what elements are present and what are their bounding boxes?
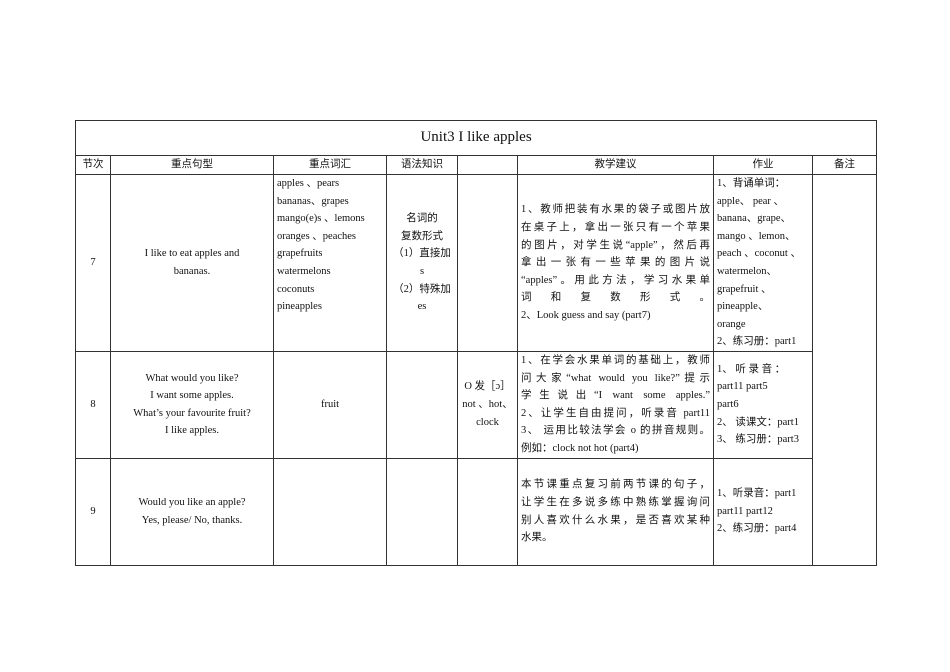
homework: 1、听录音：part1 part11 part12 2、练习册：part4 (713, 457, 813, 566)
text-line: 2、让学生自由提问，听录音 part11 (521, 407, 710, 419)
text-line: orange (717, 318, 746, 330)
text-line: 3、 运用比较法学会 o 的拼音规则。 (521, 425, 710, 437)
text-line: 的图片，对学生说“apple”，然后再 (521, 239, 710, 251)
text-line: What would you like? (145, 372, 239, 384)
text-line: 词和复数形式。 (521, 292, 710, 304)
header-vocabulary: 重点词汇 (273, 155, 387, 175)
page-title: Unit3 I like apples (74, 120, 878, 156)
text-line: bananas. (173, 265, 211, 277)
text-line: coconuts (277, 283, 315, 295)
text-line: 名词的 (406, 213, 438, 225)
text-line: part6 (717, 398, 739, 410)
text-line: 1、在学会水果单词的基础上，教师 (521, 354, 710, 366)
key-sentences: Would you like an apple? Yes, please/ No,… (110, 457, 274, 566)
grammar: 名词的复数形式 （1）直接加 s （2）特殊加 es (386, 174, 458, 352)
text-line: 2、Look guess and say (part7) (521, 309, 651, 321)
text-line: bananas、grapes (277, 195, 349, 207)
lesson-number: 7 (75, 174, 111, 352)
text-line: （2）特殊加 (393, 283, 451, 295)
text-line: What’s your favourite fruit? (133, 407, 251, 419)
lesson-number: 8 (75, 350, 111, 459)
text-line: es (417, 301, 427, 313)
text-line: pineapples (277, 301, 322, 313)
header-grammar: 语法知识 (386, 155, 458, 175)
grammar (386, 350, 458, 459)
text-line: O 发［ɔ］ (464, 381, 511, 393)
text-line: I want some apples. (150, 390, 234, 402)
header-lesson: 节次 (75, 155, 111, 175)
text-line: 2、 读课文：part1 (717, 416, 799, 428)
phonics (457, 174, 518, 352)
text-line: part11 part12 (717, 505, 773, 517)
text-line: （1）直接加 (393, 248, 451, 260)
lesson-plan-table: Unit3 I like apples 节次 重点句型 重点词汇 语法知识 教学… (74, 120, 878, 566)
text-line: 例如：clock not hot (part4) (521, 442, 639, 454)
table-row: 9 Would you like an apple? Yes, please/ N… (75, 457, 877, 566)
key-vocabulary (273, 457, 387, 566)
text-line: s (419, 265, 425, 277)
text-line: 1、背诵单词： (717, 178, 786, 189)
text-line: clock (476, 416, 499, 428)
key-vocabulary: fruit (273, 350, 387, 459)
header-remarks: 备注 (811, 155, 878, 175)
teaching-suggestions: 本节课重点复习前两节课的句子， 让学生在多说多练中熟练掌握询问 别人喜欢什么水果，是… (517, 457, 714, 566)
text-line: apples 、pears (277, 178, 340, 189)
text-line: Yes, please/ No, thanks. (141, 514, 243, 526)
text-line: watermelon、 (717, 265, 778, 277)
key-sentences: I like to eat apples and bananas. (110, 174, 274, 352)
text-line: 1、 听 录 音 ： (717, 363, 786, 375)
text-line: 在桌子上，拿出一张只有一个苹果 (521, 221, 710, 233)
text-line: grapefruits (277, 248, 323, 260)
text-line: 水果。 (521, 532, 553, 544)
text-line: 复数形式 (401, 230, 443, 242)
text-line: mango(e)s 、lemons (277, 213, 365, 225)
header-phonics (457, 155, 518, 175)
phonics: O 发［ɔ］ not 、hot、 clock (457, 350, 518, 459)
text-line: 问大家“what would you like?”提示 (521, 372, 710, 384)
grammar (386, 457, 458, 566)
header-sentences: 重点句型 (110, 155, 274, 175)
text-line: apple、 pear 、 (717, 195, 785, 207)
text-line: part11 part5 (717, 381, 768, 393)
text-line: 学生说出“I want some apples.” (521, 390, 710, 402)
remarks (811, 174, 878, 566)
text-line: 2、练习册：part4 (717, 523, 797, 535)
teaching-suggestions: 1、在学会水果单词的基础上，教师 问大家“what would you like?… (517, 350, 714, 459)
table-row: 8 What would you like? I want some apples… (75, 350, 877, 459)
header-suggestions: 教学建议 (517, 155, 714, 175)
text-line: 2、练习册：part1 (717, 336, 797, 348)
text-line: 别人喜欢什么水果，是否喜欢某种 (521, 514, 710, 526)
text-line: I like apples. (165, 425, 219, 437)
text-line: watermelons (277, 265, 331, 277)
text-line: 让学生在多说多练中熟练掌握询问 (521, 496, 710, 508)
text-line: banana、grape、 (717, 213, 792, 225)
text-line: 1、教师把装有水果的袋子或图片放 (521, 204, 710, 216)
homework: 1、 听 录 音 ： part11 part5 part6 2、 读课文：part1 3… (713, 350, 813, 459)
key-vocabulary: apples 、pears bananas、grapes mango(e)s 、le… (273, 174, 387, 352)
teaching-suggestions: 1、教师把装有水果的袋子或图片放 在桌子上，拿出一张只有一个苹果 的图片，对学生说“… (517, 174, 714, 352)
text-line: fruit (320, 398, 340, 410)
homework: 1、背诵单词： apple、 pear 、 banana、grape、 mango 、… (713, 174, 813, 352)
text-line: Would you like an apple? (138, 496, 246, 508)
text-line: 本节课重点复习前两节课的句子， (521, 479, 710, 491)
text-line: mango 、lemon、 (717, 230, 796, 242)
text-line: 拿出一张有一些苹果的图片说 (521, 257, 710, 269)
text-line: 1、听录音：part1 (717, 488, 797, 500)
phonics (457, 457, 518, 566)
lesson-number: 9 (75, 457, 111, 566)
text-line: I like to eat apples and (144, 248, 240, 260)
table-row: 7 I like to eat apples and bananas. apple… (75, 174, 878, 566)
text-line: 3、 练习册：part3 (717, 434, 799, 446)
text-line: grapefruit 、 (717, 283, 772, 295)
key-sentences: What would you like? I want some apples. W… (110, 350, 274, 459)
text-line: peach 、coconut 、 (717, 248, 801, 260)
text-line: not 、hot、 (462, 398, 513, 410)
text-line: “apples”。用此方法，学习水果单 (521, 274, 710, 286)
text-line: oranges 、peaches (277, 230, 357, 242)
header-homework: 作业 (713, 155, 813, 175)
text-line: pineapple、 (717, 301, 769, 313)
